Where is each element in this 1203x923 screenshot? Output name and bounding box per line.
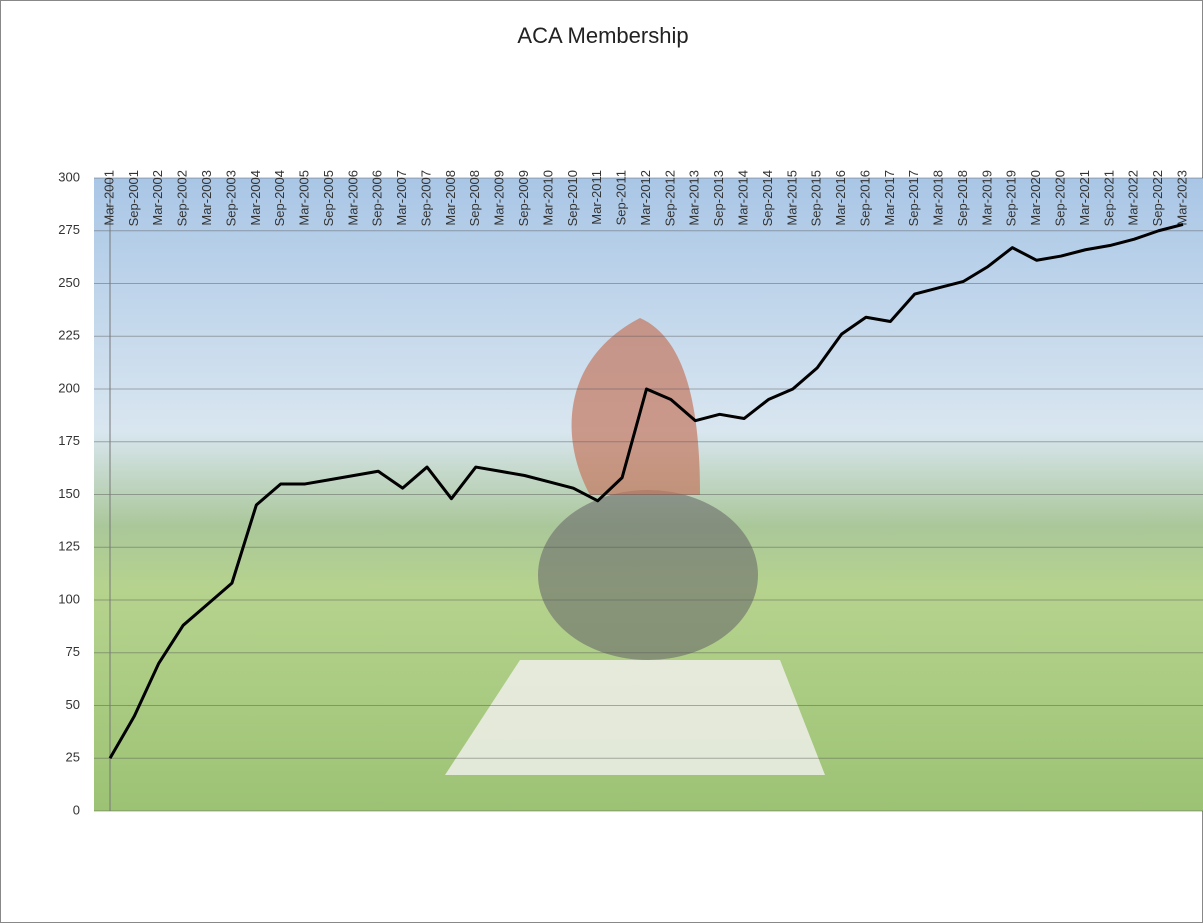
x-tick-label: Sep-2013: [711, 170, 726, 226]
x-tick-label: Mar-2016: [833, 170, 848, 226]
x-tick-label: Mar-2017: [882, 170, 897, 226]
y-tick-label: 75: [66, 644, 80, 659]
monument-flame: [571, 318, 700, 495]
x-tick-label: Sep-2022: [1150, 170, 1165, 226]
x-tick-label: Mar-2014: [735, 170, 750, 226]
y-tick-label: 125: [58, 539, 80, 554]
x-tick-label: Sep-2015: [809, 170, 824, 226]
x-tick-label: Mar-2023: [1174, 170, 1189, 226]
monument-sphere: [538, 490, 758, 660]
y-tick-label: 100: [58, 591, 80, 606]
x-tick-label: Mar-2006: [345, 170, 360, 226]
x-tick-label: Mar-2011: [589, 170, 604, 225]
x-tick-label: Mar-2015: [784, 170, 799, 226]
y-tick-label: 150: [58, 486, 80, 501]
y-tick-label: 50: [66, 697, 80, 712]
x-tick-label: Sep-2020: [1053, 170, 1068, 226]
y-tick-label: 250: [58, 275, 80, 290]
y-tick-label: 0: [73, 802, 80, 817]
x-tick-label: Sep-2009: [516, 170, 531, 226]
x-tick-label: Mar-2019: [979, 170, 994, 226]
x-tick-label: Mar-2007: [394, 170, 409, 226]
x-tick-label: Sep-2010: [565, 170, 580, 226]
x-tick-label: Mar-2005: [297, 170, 312, 226]
x-tick-label: Sep-2007: [418, 170, 433, 226]
x-tick-label: Sep-2008: [467, 170, 482, 226]
y-tick-label: 25: [66, 750, 80, 765]
x-tick-label: Sep-2012: [662, 170, 677, 226]
x-tick-label: Sep-2006: [370, 170, 385, 226]
monument-base: [445, 660, 825, 775]
y-tick-label: 200: [58, 380, 80, 395]
x-tick-label: Mar-2009: [492, 170, 507, 226]
x-tick-label: Mar-2004: [248, 170, 263, 226]
data-line: [108, 222, 1184, 760]
x-tick-label: Sep-2001: [126, 170, 141, 226]
x-tick-label: Sep-2021: [1101, 170, 1116, 226]
x-tick-label: Mar-2002: [150, 170, 165, 226]
x-tick-label: Sep-2004: [272, 170, 287, 226]
x-tick-label: Sep-2003: [223, 170, 238, 226]
x-tick-label: Mar-2018: [931, 170, 946, 226]
x-tick-label: Mar-2003: [199, 170, 214, 226]
x-tick-label: Sep-2019: [1004, 170, 1019, 226]
x-tick-label: Mar-2001: [101, 170, 116, 226]
x-tick-label: Sep-2017: [906, 170, 921, 226]
x-tick-label: Sep-2014: [760, 170, 775, 226]
x-tick-label: Sep-2018: [955, 170, 970, 226]
x-tick-label: Sep-2016: [857, 170, 872, 226]
x-tick-label: Mar-2020: [1028, 170, 1043, 226]
x-tick-label: Sep-2011: [614, 170, 629, 225]
y-tick-label: 225: [58, 328, 80, 343]
x-tick-label: Sep-2005: [321, 170, 336, 226]
x-tick-label: Mar-2010: [540, 170, 555, 226]
x-tick-label: Mar-2021: [1077, 170, 1092, 226]
x-tick-label: Mar-2008: [443, 170, 458, 226]
x-tick-label: Mar-2022: [1126, 170, 1141, 226]
x-tick-label: Mar-2012: [638, 170, 653, 226]
y-tick-label: 175: [58, 433, 80, 448]
y-tick-label: 275: [58, 222, 80, 237]
y-tick-label: 300: [58, 169, 80, 184]
x-tick-label: Mar-2013: [687, 170, 702, 226]
x-tick-label: Sep-2002: [175, 170, 190, 226]
chart-title: ACA Membership: [517, 23, 688, 48]
